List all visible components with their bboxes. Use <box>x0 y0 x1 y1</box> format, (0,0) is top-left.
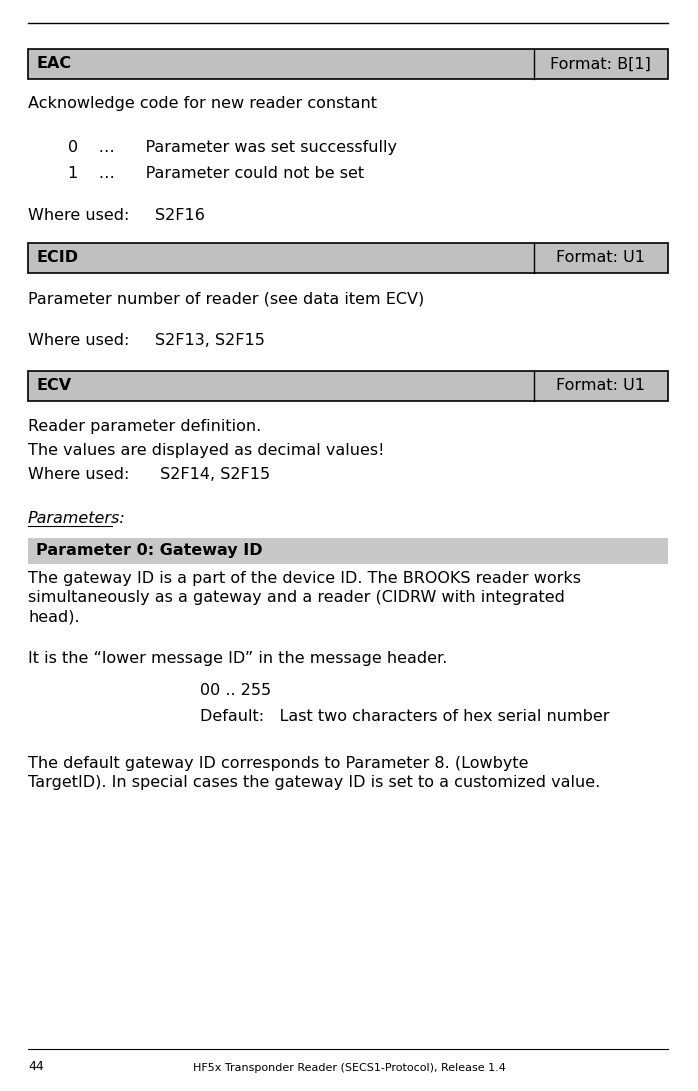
Text: ECV: ECV <box>36 379 71 394</box>
Text: The values are displayed as decimal values!: The values are displayed as decimal valu… <box>28 443 385 458</box>
Text: Parameter number of reader (see data item ECV): Parameter number of reader (see data ite… <box>28 291 424 305</box>
Text: Format: U1: Format: U1 <box>556 379 645 394</box>
Text: Format: B[1]: Format: B[1] <box>550 57 651 72</box>
Text: ECID: ECID <box>36 251 78 265</box>
Text: HF5x Transponder Reader (SECS1-Protocol), Release 1.4: HF5x Transponder Reader (SECS1-Protocol)… <box>193 1063 505 1074</box>
Text: EAC: EAC <box>36 57 71 72</box>
Text: Acknowledge code for new reader constant: Acknowledge code for new reader constant <box>28 96 377 111</box>
Bar <box>28 371 668 401</box>
Text: Default:   Last two characters of hex serial number: Default: Last two characters of hex seri… <box>200 709 609 724</box>
Text: 00 .. 255: 00 .. 255 <box>200 683 271 698</box>
Text: The gateway ID is a part of the device ID. The BROOKS reader works
simultaneousl: The gateway ID is a part of the device I… <box>28 571 581 624</box>
Text: Where used:     S2F13, S2F15: Where used: S2F13, S2F15 <box>28 333 265 348</box>
Text: Parameter 0: Gateway ID: Parameter 0: Gateway ID <box>36 543 262 559</box>
Text: Where used:      S2F14, S2F15: Where used: S2F14, S2F15 <box>28 467 270 482</box>
Text: 0    …      Parameter was set successfully: 0 … Parameter was set successfully <box>68 140 397 155</box>
Text: Reader parameter definition.: Reader parameter definition. <box>28 419 261 434</box>
Text: 1    …      Parameter could not be set: 1 … Parameter could not be set <box>68 166 364 181</box>
Bar <box>28 243 668 273</box>
Text: Parameters:: Parameters: <box>28 511 126 526</box>
Text: The default gateway ID corresponds to Parameter 8. (Lowbyte
TargetID). In specia: The default gateway ID corresponds to Pa… <box>28 756 600 790</box>
Text: Where used:     S2F16: Where used: S2F16 <box>28 208 205 223</box>
Text: It is the “lower message ID” in the message header.: It is the “lower message ID” in the mess… <box>28 651 447 666</box>
Bar <box>28 538 668 564</box>
Bar <box>28 49 668 79</box>
Text: 44: 44 <box>28 1060 44 1074</box>
Text: Format: U1: Format: U1 <box>556 251 645 265</box>
